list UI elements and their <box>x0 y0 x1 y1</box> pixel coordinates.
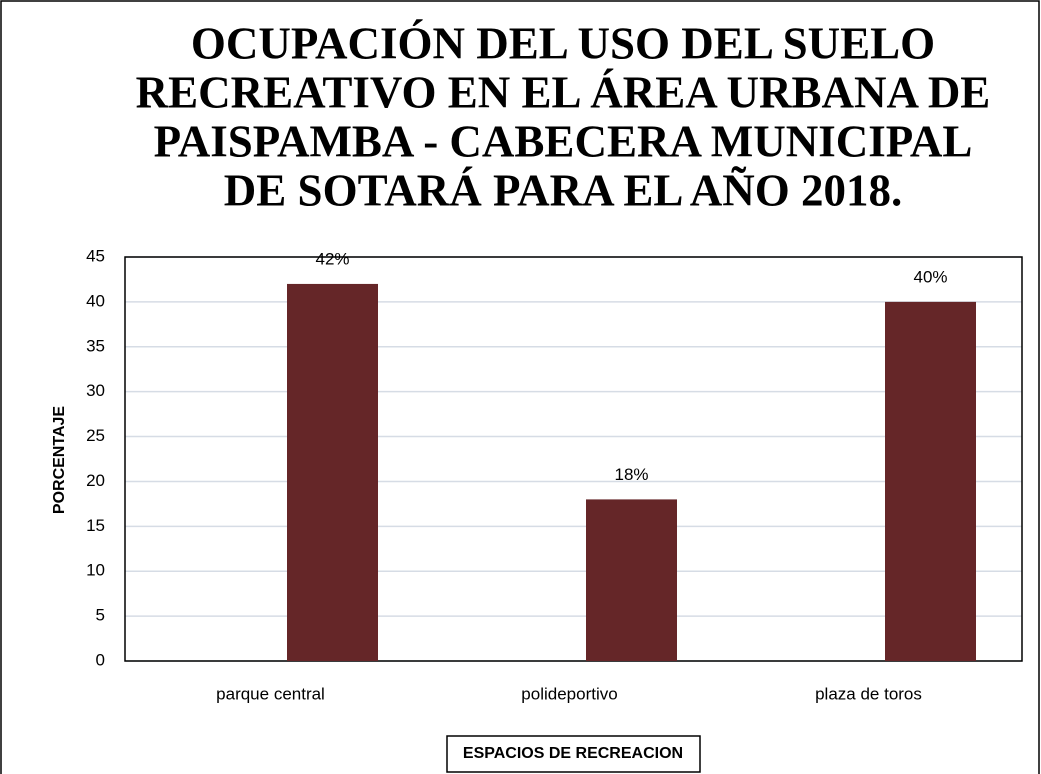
chart-title: OCUPACIÓN DEL USO DEL SUELO <box>191 18 935 68</box>
y-axis-title: PORCENTAJE <box>51 406 68 514</box>
data-label: 42% <box>315 249 349 268</box>
y-tick-label: 10 <box>86 561 105 580</box>
chart-title: PAISPAMBA - CABECERA MUNICIPAL <box>154 116 973 166</box>
y-tick-label: 0 <box>96 650 105 669</box>
y-tick-label: 30 <box>86 381 105 400</box>
x-tick-label: parque central <box>216 684 325 703</box>
y-tick-label: 15 <box>86 516 105 535</box>
chart-title: DE SOTARÁ PARA EL AÑO 2018. <box>224 165 902 215</box>
x-title-box <box>446 735 701 773</box>
y-tick-label: 5 <box>96 606 105 625</box>
bar <box>586 499 677 661</box>
data-label: 18% <box>614 465 648 484</box>
chart-title: RECREATIVO EN EL ÁREA URBANA DE <box>136 67 991 117</box>
y-tick-label: 35 <box>86 336 105 355</box>
y-tick-label: 20 <box>86 471 105 490</box>
bar <box>885 301 976 661</box>
x-axis-title: ESPACIOS DE RECREACION <box>463 745 683 762</box>
data-label: 40% <box>913 267 947 286</box>
bar <box>287 283 378 661</box>
y-tick-label: 40 <box>86 291 105 310</box>
y-tick-label: 25 <box>86 426 105 445</box>
y-tick-label: 45 <box>86 246 105 265</box>
x-tick-label: plaza de toros <box>815 684 922 703</box>
x-tick-label: polideportivo <box>521 684 617 703</box>
plot-border <box>124 256 1023 662</box>
